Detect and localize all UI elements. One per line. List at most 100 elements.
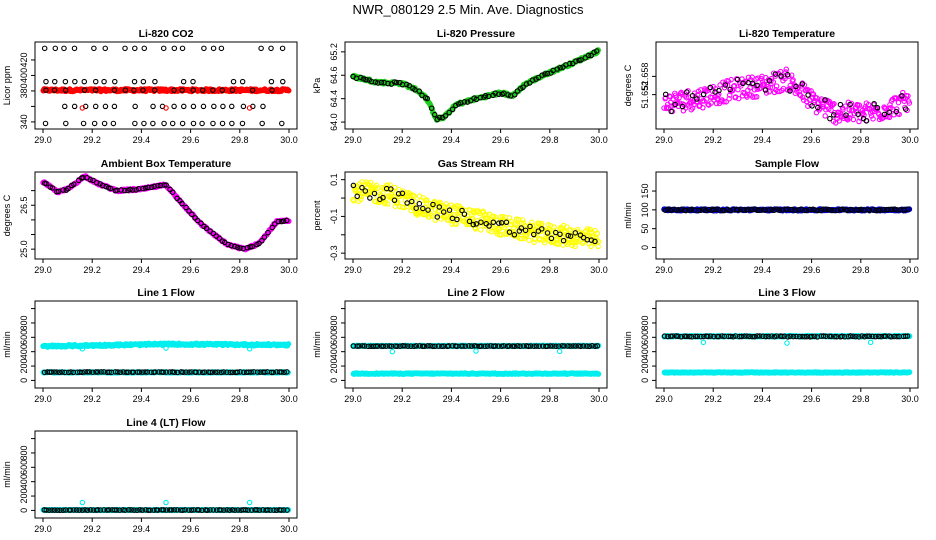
- chart-title: Line 2 Flow: [447, 287, 505, 299]
- data-point: [678, 334, 685, 340]
- data-point: [698, 333, 704, 340]
- y-tick-label: 200: [640, 359, 650, 374]
- data-point: [145, 184, 151, 191]
- series-references: [350, 343, 601, 350]
- data-point: [216, 235, 223, 242]
- data-point: [683, 207, 689, 214]
- data-point: [401, 204, 407, 211]
- data-point: [727, 86, 733, 93]
- x-tick-label: 30.0: [280, 394, 298, 404]
- data-point: [225, 241, 231, 248]
- data-point: [531, 239, 537, 246]
- data-point: [901, 207, 908, 213]
- data-point: [72, 78, 78, 85]
- data-point: [122, 87, 129, 93]
- data-point: [132, 103, 138, 110]
- data-point: [151, 183, 157, 190]
- data-point: [254, 507, 260, 513]
- data-point: [51, 507, 58, 513]
- plot-frame: [34, 430, 298, 519]
- data-point: [209, 369, 216, 375]
- data-point: [234, 369, 241, 375]
- data-point: [683, 89, 690, 95]
- data-point: [478, 343, 485, 349]
- data-point: [56, 369, 63, 376]
- data-point: [726, 95, 732, 102]
- x-tick-label: 30.0: [280, 135, 298, 145]
- data-point: [54, 369, 60, 375]
- y-tick-label: 600: [640, 330, 650, 345]
- data-point: [461, 99, 468, 105]
- data-point: [186, 507, 192, 513]
- data-point: [148, 184, 155, 190]
- series-references: [41, 507, 290, 514]
- data-point: [137, 507, 143, 513]
- x-tick-label: 29.4: [443, 265, 461, 275]
- y-tick-label: 420: [19, 52, 29, 67]
- data-point: [246, 105, 253, 111]
- data-point: [81, 87, 88, 93]
- data-point: [527, 223, 533, 230]
- y-tick-label: 50: [640, 224, 650, 234]
- data-point: [773, 83, 780, 89]
- data-point: [716, 333, 722, 340]
- data-point: [511, 232, 518, 238]
- data-point: [754, 333, 761, 339]
- data-point: [825, 206, 832, 213]
- x-tick-label: 30.0: [280, 265, 298, 275]
- data-point: [199, 87, 206, 93]
- data-point: [110, 120, 117, 127]
- x-tick-label: 30.0: [590, 394, 608, 404]
- data-point: [230, 78, 237, 85]
- data-point: [886, 114, 893, 121]
- series-sample: [350, 47, 601, 123]
- data-point: [116, 507, 123, 513]
- series-group: [40, 499, 292, 514]
- data-point: [905, 206, 911, 213]
- data-point: [779, 333, 785, 340]
- data-point: [147, 507, 154, 513]
- series-sample: [661, 66, 913, 126]
- data-point: [122, 507, 128, 513]
- data-point: [902, 333, 909, 339]
- data-point: [221, 507, 227, 513]
- data-point: [220, 103, 226, 110]
- x-tick-label: 30.0: [590, 265, 608, 275]
- data-point: [575, 238, 581, 245]
- data-point: [373, 182, 380, 188]
- data-point: [190, 120, 197, 127]
- data-point: [388, 186, 394, 192]
- data-point: [594, 343, 601, 349]
- data-point: [570, 343, 576, 349]
- data-point: [511, 226, 517, 232]
- data-point: [668, 108, 674, 115]
- data-point: [727, 333, 734, 340]
- data-point: [496, 220, 502, 226]
- x-tick-label: 29.0: [655, 135, 673, 145]
- data-point: [565, 232, 571, 239]
- data-point: [738, 333, 745, 340]
- data-point: [511, 343, 518, 350]
- data-point: [174, 369, 181, 376]
- data-point: [174, 507, 180, 513]
- data-point: [786, 85, 793, 92]
- data-point: [557, 64, 564, 71]
- data-point: [564, 343, 571, 349]
- data-point: [132, 45, 138, 52]
- data-point: [778, 73, 784, 79]
- data-point: [476, 343, 483, 350]
- y-tick-label: 600: [19, 460, 29, 475]
- data-point: [106, 507, 112, 513]
- data-point: [749, 80, 756, 87]
- data-point: [661, 333, 668, 339]
- data-point: [71, 45, 78, 52]
- x-tick-label: 29.2: [393, 135, 411, 145]
- y-tick-label: 200: [19, 359, 29, 374]
- data-point: [160, 45, 167, 52]
- data-point: [79, 105, 86, 111]
- x-tick-label: 29.6: [492, 265, 510, 275]
- data-point: [520, 220, 527, 226]
- data-point: [727, 207, 733, 214]
